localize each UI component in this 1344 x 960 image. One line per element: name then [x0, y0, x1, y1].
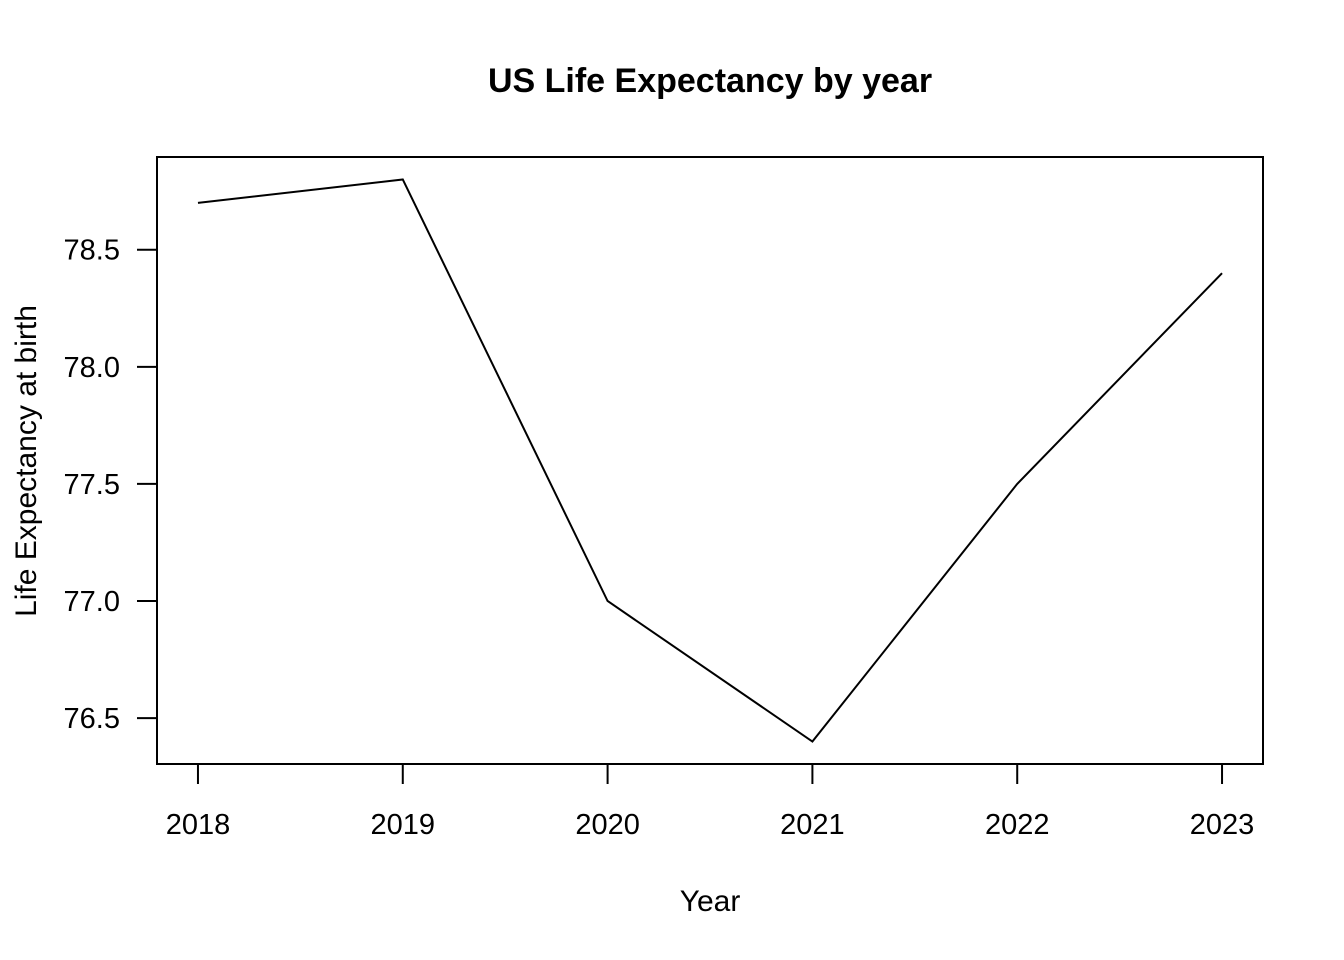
- x-axis-label: Year: [680, 885, 741, 918]
- x-tick-label: 2022: [985, 809, 1050, 841]
- plot-frame: [156, 156, 1264, 765]
- series-line: [197, 178, 1223, 743]
- x-tick-label: 2023: [1190, 809, 1255, 841]
- chart-title: US Life Expectancy by year: [488, 62, 932, 100]
- y-axis-label: Life Expectancy at birth: [10, 305, 43, 617]
- y-tick-label: 77.0: [64, 586, 120, 618]
- x-tick-label: 2018: [166, 809, 231, 841]
- x-tick-label: 2021: [780, 809, 845, 841]
- y-tick-label: 78.5: [64, 235, 120, 267]
- x-tick-label: 2019: [371, 809, 436, 841]
- x-axis: 2018 2019 2020 2021 2022 2023: [166, 764, 1255, 841]
- y-tick-label: 77.5: [64, 469, 120, 501]
- y-tick-label: 76.5: [64, 703, 120, 735]
- x-tick-label: 2020: [575, 809, 640, 841]
- y-tick-label: 78.0: [64, 352, 120, 384]
- y-axis: 76.5 77.0 77.5 78.0 78.5: [64, 235, 157, 735]
- series-group: [197, 178, 1223, 743]
